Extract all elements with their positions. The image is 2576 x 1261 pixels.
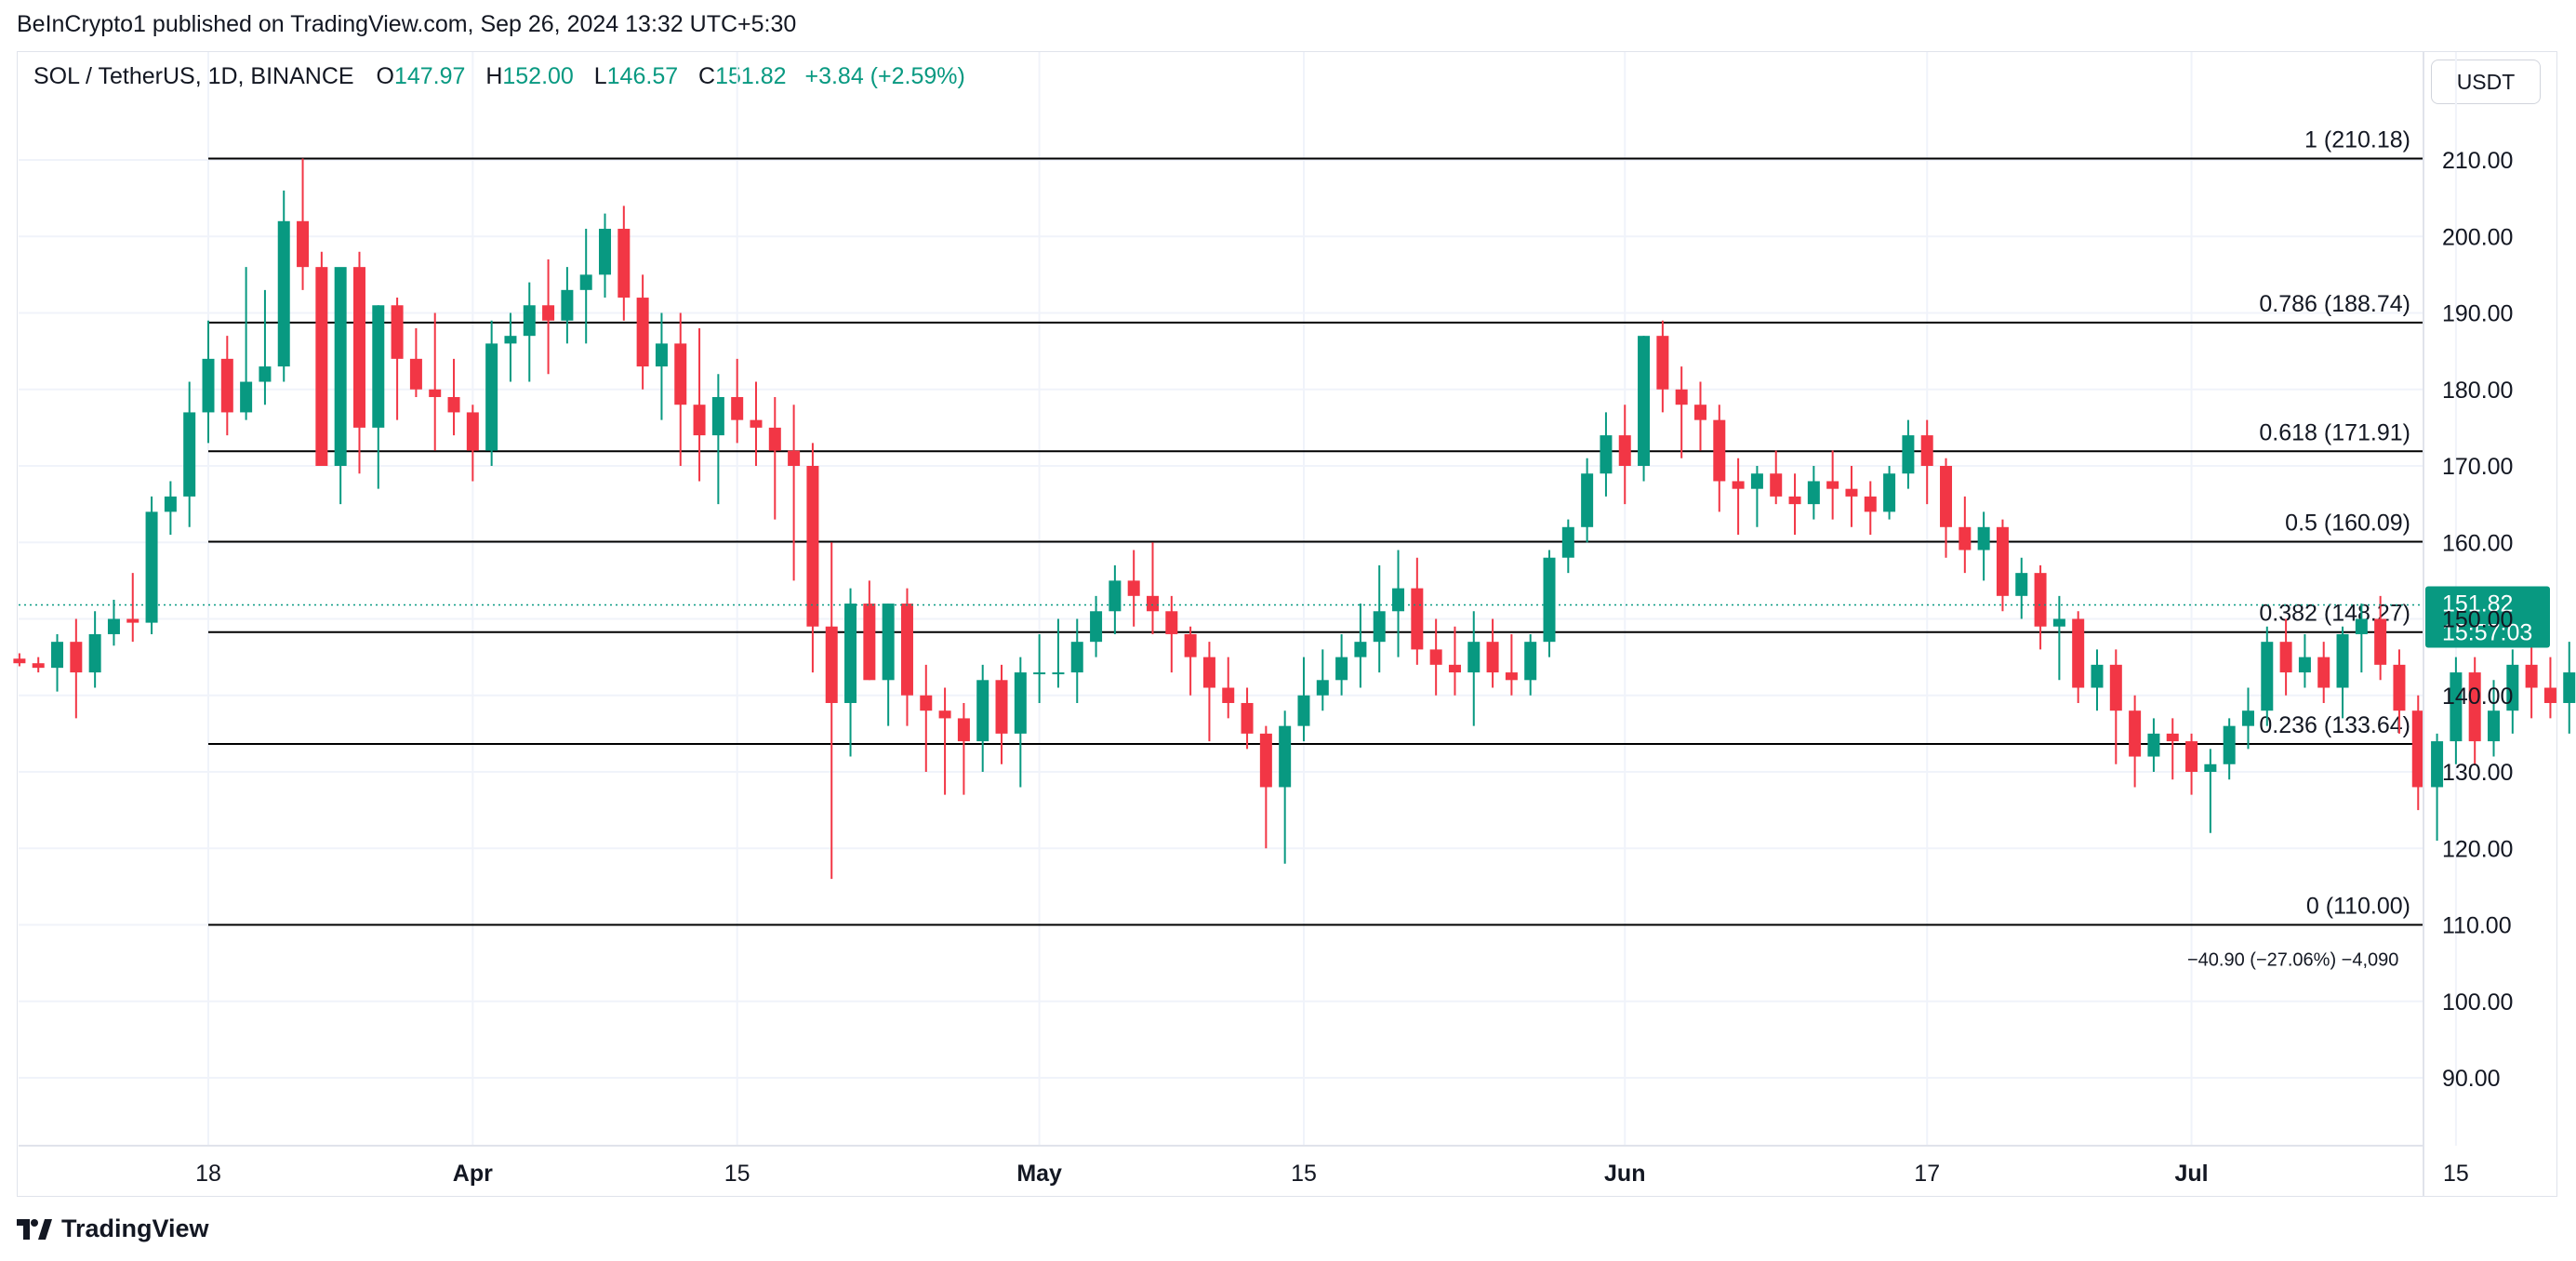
low-label: L [593,63,607,89]
open-label: O [376,63,394,89]
symbol-name: SOL / TetherUS, 1D, BINANCE [33,63,354,89]
currency-unit-button[interactable]: USDT [2431,60,2541,104]
close-value: 151.82 [715,63,787,89]
close-label: C [698,63,716,89]
high-label: H [485,63,503,89]
tradingview-logo-icon [17,1218,52,1240]
low-value: 146.57 [606,63,679,89]
tradingview-brand[interactable]: TradingView [17,1215,209,1243]
change-value: +3.84 (+2.59%) [804,63,965,89]
chart-pane[interactable] [17,51,2557,1197]
symbol-legend: SOL / TetherUS, 1D, BINANCE O147.97 H152… [33,63,965,90]
open-value: 147.97 [393,63,466,89]
brand-name: TradingView [61,1215,209,1242]
publish-attribution: BeInCrypto1 published on TradingView.com… [17,11,797,37]
candle-body [2563,672,2576,703]
high-value: 152.00 [502,63,574,89]
